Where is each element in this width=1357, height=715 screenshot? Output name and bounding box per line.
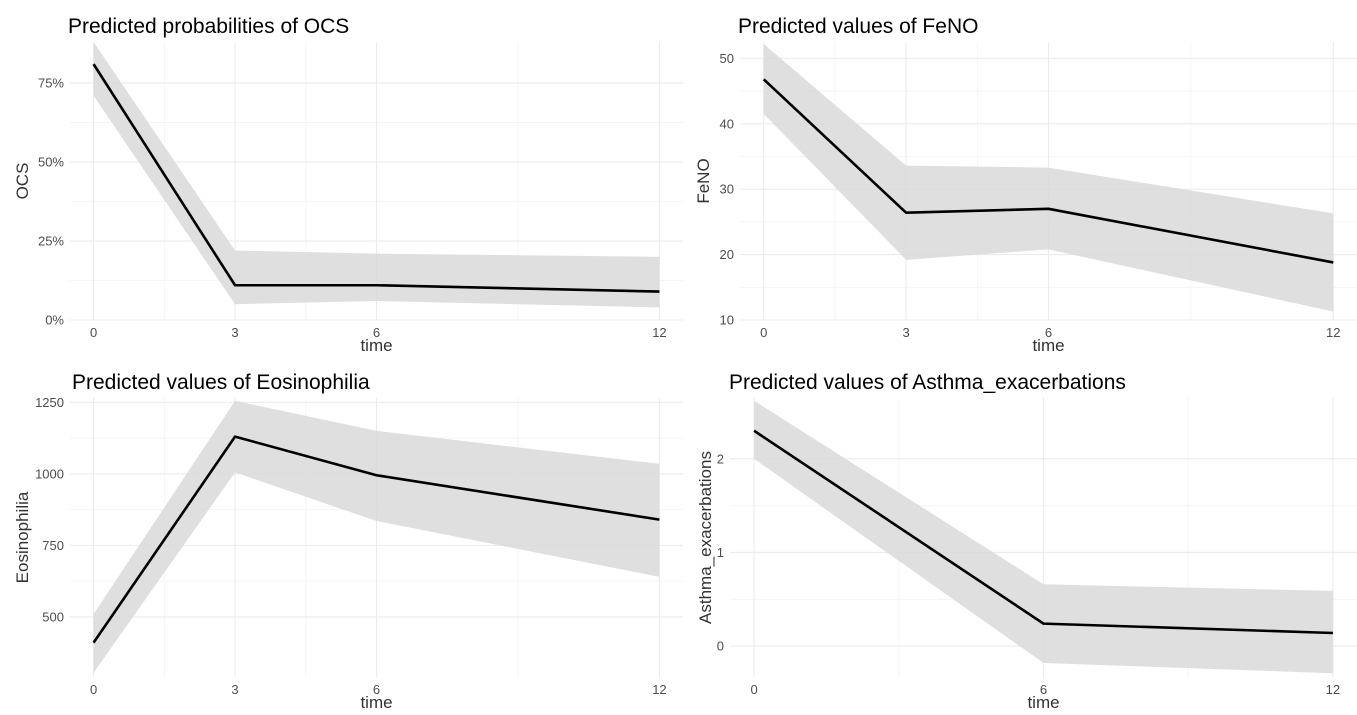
x-tick-label: 6 [1045,325,1052,340]
y-tick-label: 20 [720,247,734,262]
series-line [92,435,660,644]
confidence-band [93,42,660,308]
y-tick-label: 0% [45,313,64,328]
confidence-band [763,43,1334,312]
chart-title: Predicted values of Eosinophilia [72,371,370,394]
x-tick-label: 6 [373,325,380,340]
x-axis-title: time [1027,693,1059,712]
x-tick-label: 0 [90,325,97,340]
y-tick-label: 75% [38,76,64,91]
confidence-band [93,400,660,673]
series-line [762,78,1334,264]
panel-eosinophilia: 0 3 6 12 500 750 1000 1250 Predicted values of E… [13,371,683,712]
y-tick-label: 10 [720,313,734,328]
x-tick-label: 6 [373,682,380,697]
x-tick-label: 12 [652,325,666,340]
x-axis-title: time [360,336,392,355]
y-tick-label: 750 [42,538,64,553]
series-line [753,429,1333,635]
y-tick-label: 40 [720,116,734,131]
x-tick-label: 0 [750,682,757,697]
panel-feno: 0 3 6 12 10 20 30 40 50 Predicted values of FeNO t… [694,15,1357,355]
y-tick-label: 50 [720,51,734,66]
x-tick-label: 0 [760,325,767,340]
series-line [92,63,660,293]
y-axis-title: Eosinophilia [13,491,32,583]
y-tick-label: 0 [717,639,724,654]
y-axis-title: OCS [13,163,32,200]
y-tick-label: 30 [720,182,734,197]
y-axis-title: Asthma_exacerbations [696,451,715,624]
chart-title: Predicted values of FeNO [738,15,978,38]
x-tick-label: 3 [231,682,238,697]
y-tick-label: 1000 [35,466,64,481]
x-tick-label: 3 [231,325,238,340]
confidence-band [754,400,1333,674]
x-axis-title: time [1032,336,1064,355]
x-tick-label: 0 [90,682,97,697]
x-axis-title: time [360,693,392,712]
chart-title: Predicted probabilities of OCS [68,15,349,38]
y-tick-label: 500 [42,609,64,624]
y-tick-label: 1 [717,545,724,560]
y-tick-label: 50% [38,155,64,170]
x-tick-label: 3 [902,325,909,340]
y-axis-title: FeNO [694,158,713,203]
y-tick-label: 2 [717,451,724,466]
x-tick-label: 12 [1326,325,1340,340]
x-tick-label: 12 [652,682,666,697]
x-tick-label: 6 [1040,682,1047,697]
y-tick-label: 1250 [35,395,64,410]
y-tick-label: 25% [38,234,64,249]
panel-ocs: 0 3 6 12 0% 25% 50% 75% Predicted probabilities … [13,15,683,355]
chart-title: Predicted values of Asthma_exacerbations [729,371,1126,394]
x-tick-label: 12 [1326,682,1340,697]
